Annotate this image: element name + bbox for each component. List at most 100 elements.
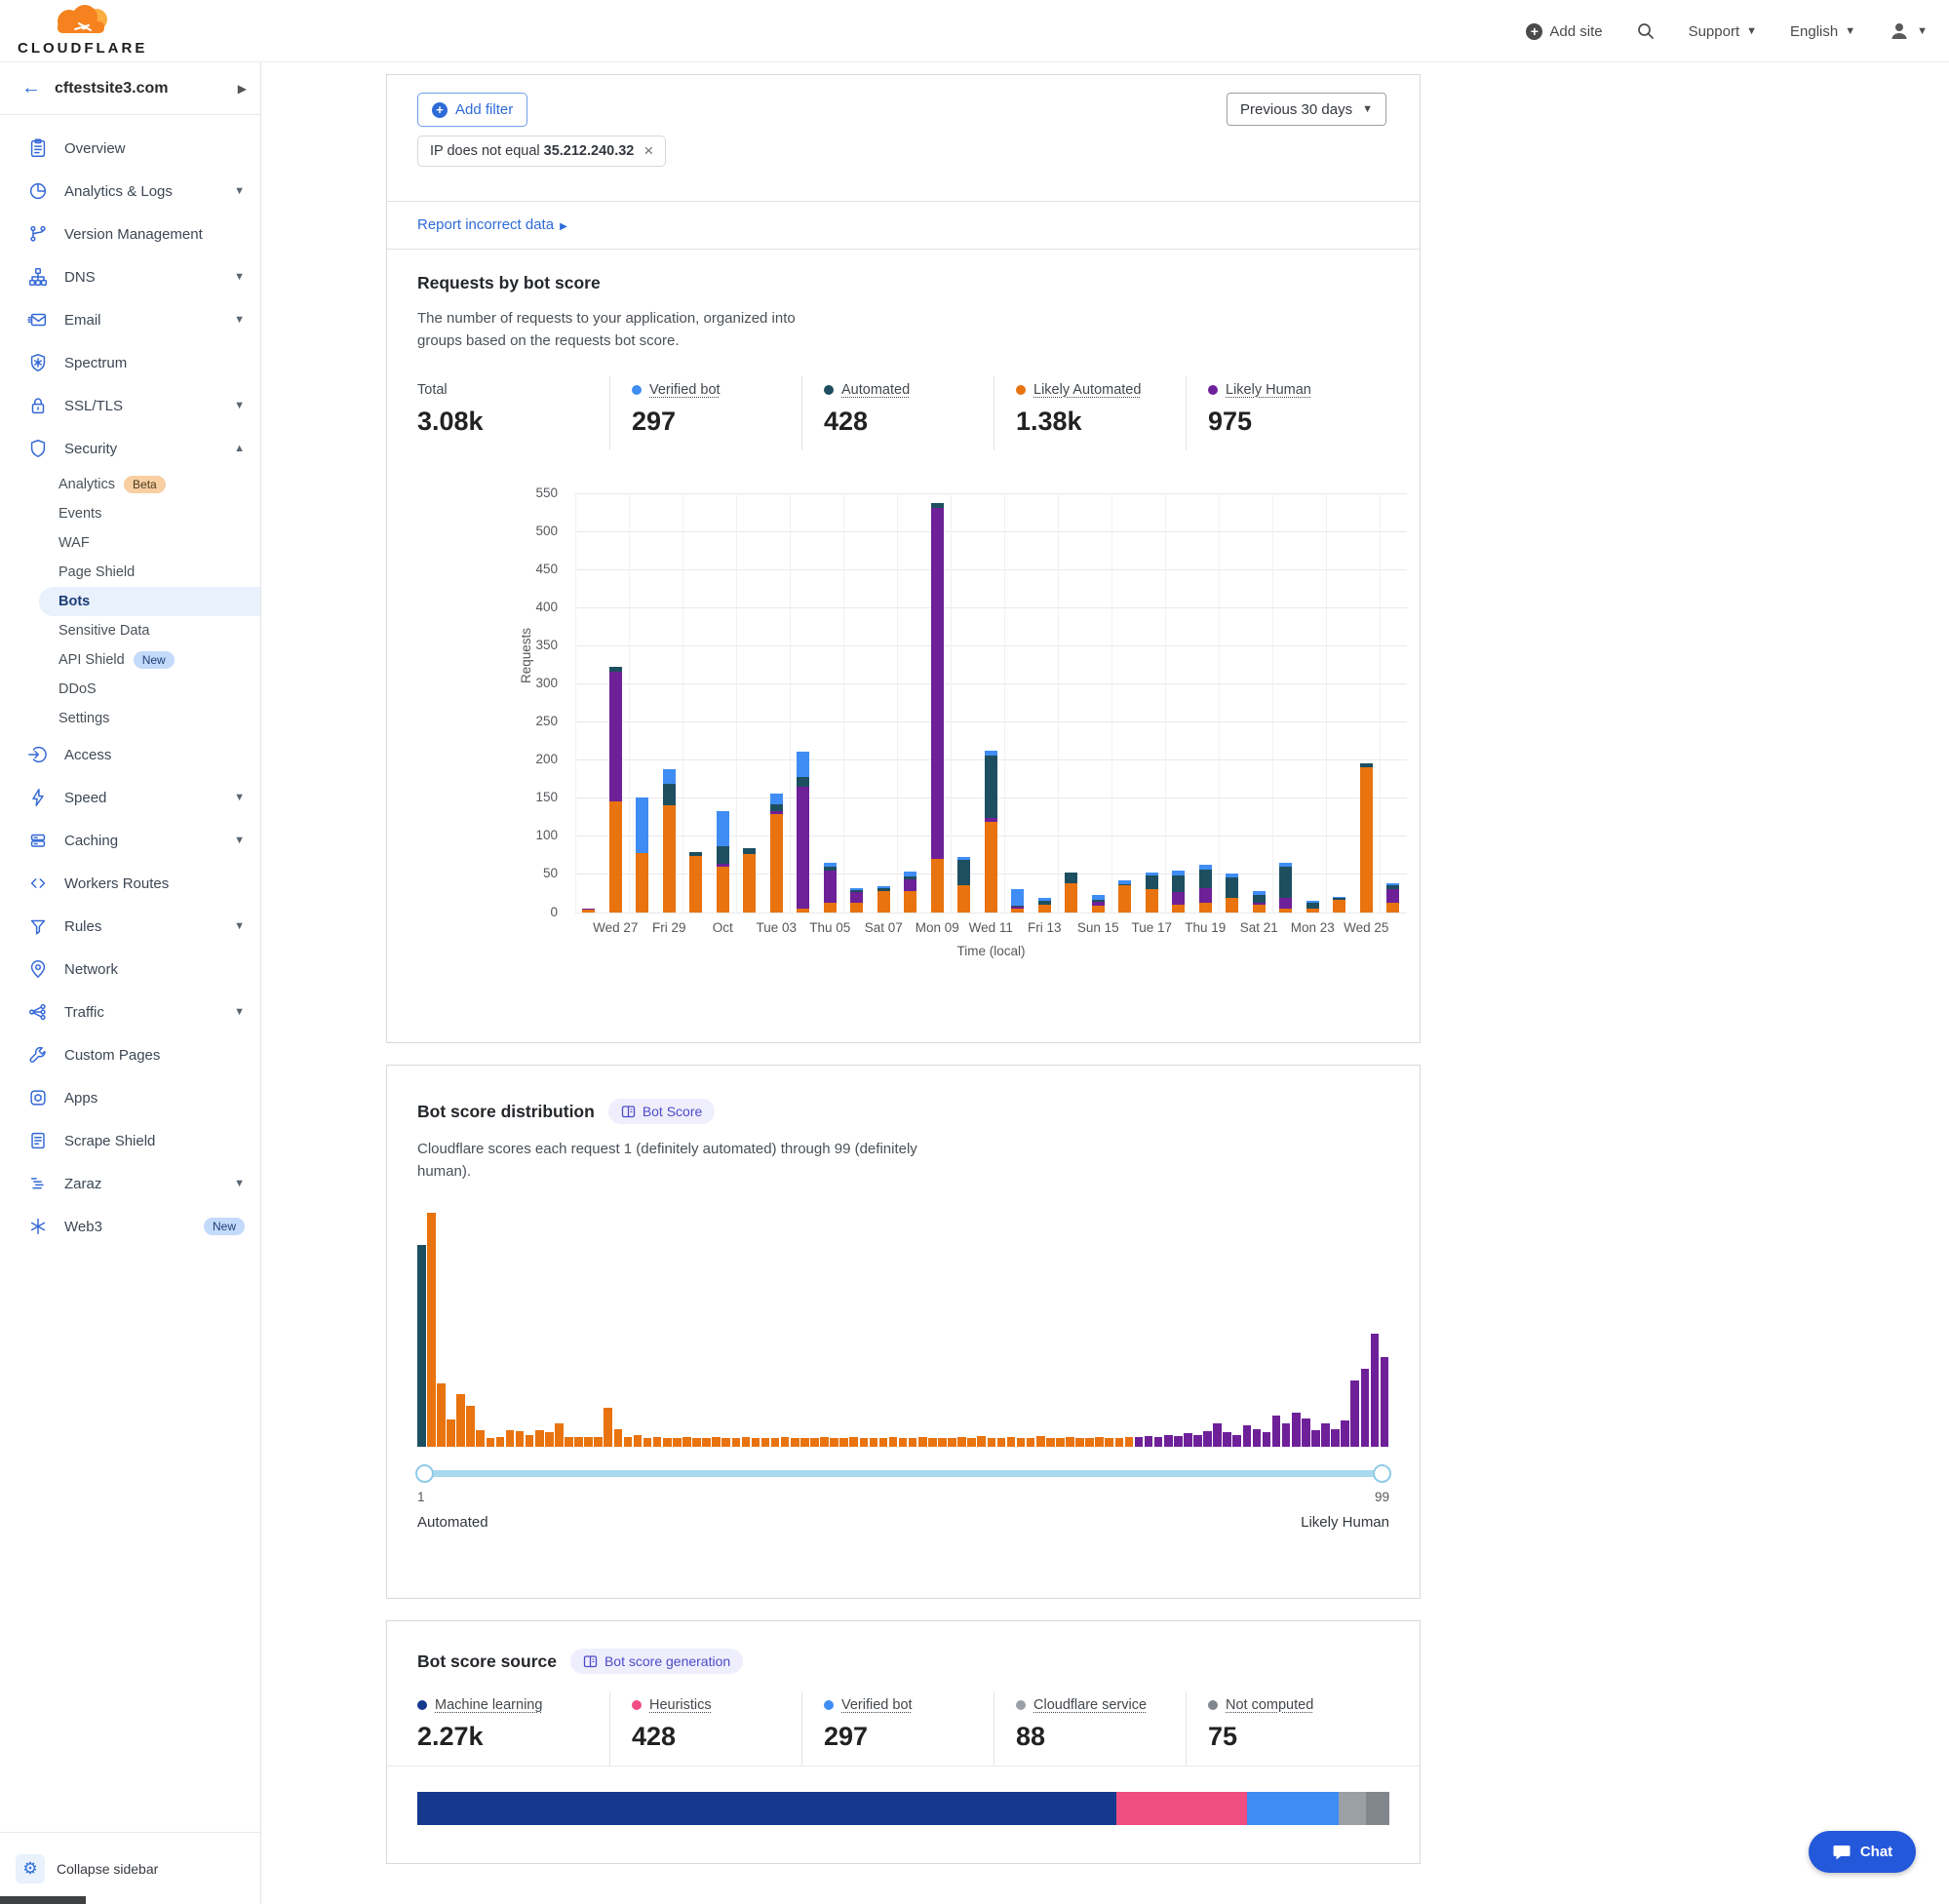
sidebar-item-security[interactable]: Security ▲ [0, 427, 260, 470]
bar-segment-automated [1306, 903, 1319, 910]
report-incorrect-data-link[interactable]: Report incorrect data ▶ [417, 216, 567, 233]
section-title: Bot score source [417, 1651, 557, 1671]
close-icon[interactable]: × [643, 141, 654, 160]
bar-segment-likely-automated [850, 903, 864, 913]
chat-button[interactable]: Chat [1809, 1831, 1916, 1873]
add-filter-button[interactable]: + Add filter [417, 93, 528, 127]
gridline-v [790, 492, 791, 913]
bar-segment-likely-automated [1226, 898, 1239, 913]
stacked-bar [1058, 872, 1085, 913]
score-range-slider[interactable] [415, 1463, 1391, 1483]
sidebar-subitem-page-shield[interactable]: Page Shield [0, 558, 260, 587]
chevron-down-icon: ▼ [1746, 25, 1758, 37]
sidebar-subitem-settings[interactable]: Settings [0, 704, 260, 733]
bar-segment-automated [716, 845, 729, 865]
sidebar-item-scrape-shield[interactable]: Scrape Shield [0, 1119, 260, 1162]
gridline-v [682, 492, 683, 913]
stacked-bar [1192, 865, 1220, 913]
hist-bar [476, 1429, 486, 1447]
source-segment-not-computed [1366, 1792, 1389, 1825]
sidebar-item-version-management[interactable]: Version Management [0, 213, 260, 255]
bar-segment-automated [1359, 763, 1373, 767]
x-tick-label: Mon 09 [915, 919, 959, 935]
badge-label: Bot score generation [604, 1653, 731, 1669]
sidebar-item-speed[interactable]: Speed ▼ [0, 776, 260, 819]
bar-segment-likely-automated [689, 855, 703, 913]
stat-label-text: Verified bot [649, 381, 721, 398]
stacked-bar [1032, 897, 1059, 913]
stacked-bar [951, 857, 978, 913]
cloudflare-logo[interactable]: CLOUDFLARE [18, 4, 144, 57]
sidebar-item-apps[interactable]: Apps [0, 1076, 260, 1119]
sidebar-subitem-sensitive-data[interactable]: Sensitive Data [0, 616, 260, 645]
sidebar-item-access[interactable]: Access [0, 733, 260, 776]
bar-segment-verified-bot [1386, 882, 1400, 886]
sidebar-item-analytics-logs[interactable]: Analytics & Logs ▼ [0, 170, 260, 213]
back-arrow-icon[interactable]: ← [21, 77, 41, 98]
bot-score-badge[interactable]: Bot Score [607, 1099, 716, 1124]
filter-chip[interactable]: IP does not equal 35.212.240.32 × [417, 136, 667, 167]
bar-segment-likely-automated [716, 866, 729, 913]
date-range-select[interactable]: Previous 30 days ▼ [1227, 93, 1386, 126]
search-button[interactable] [1636, 21, 1656, 41]
slider-max-label: 99 [1374, 1489, 1389, 1504]
language-menu[interactable]: English ▼ [1790, 23, 1855, 40]
hist-bar [525, 1434, 534, 1447]
sidebar-item-email[interactable]: Email ▼ [0, 298, 260, 341]
sidebar-item-workers-routes[interactable]: Workers Routes [0, 862, 260, 905]
sidebar-item-custom-pages[interactable]: Custom Pages [0, 1033, 260, 1076]
sidebar-subitem-ddos[interactable]: DDoS [0, 675, 260, 704]
y-tick-label: 200 [535, 752, 558, 767]
stat-label-text: Likely Human [1226, 381, 1311, 398]
bar-segment-likely-automated [636, 852, 649, 913]
slider-handle-max[interactable] [1373, 1463, 1391, 1483]
gridline-v [1380, 492, 1381, 913]
sidebar-item-overview[interactable]: Overview [0, 127, 260, 170]
sidebar-item-zaraz[interactable]: Zaraz ▼ [0, 1162, 260, 1205]
sidebar-item-dns[interactable]: DNS ▼ [0, 255, 260, 298]
gridline-v [1165, 492, 1166, 913]
stat-label: Likely Human [1208, 382, 1378, 398]
y-tick-label: 50 [542, 866, 558, 881]
sidebar-item-label: Workers Routes [64, 874, 170, 892]
slider-track[interactable] [417, 1469, 1389, 1477]
bot-score-generation-badge[interactable]: Bot score generation [569, 1649, 744, 1674]
gear-icon[interactable]: ⚙ [16, 1853, 45, 1884]
support-menu[interactable]: Support ▼ [1689, 23, 1757, 40]
account-menu[interactable]: ▼ [1889, 20, 1928, 42]
bar-segment-automated [930, 502, 944, 509]
sidebar-item-spectrum[interactable]: Spectrum [0, 341, 260, 384]
gridline-v [1326, 492, 1327, 913]
stacked-bar [763, 794, 791, 913]
sidebar-item-caching[interactable]: Caching ▼ [0, 819, 260, 862]
bar-segment-likely-human [1252, 903, 1266, 905]
stacked-bar [1004, 889, 1032, 913]
sidebar-item-label: DNS [64, 268, 96, 286]
stacked-bar [897, 872, 924, 913]
sidebar-subitem-events[interactable]: Events [0, 499, 260, 528]
sidebar-item-ssl-tls[interactable]: SSL/TLS ▼ [0, 384, 260, 427]
bar-segment-likely-automated [1252, 904, 1266, 913]
bar-segment-automated [1065, 872, 1078, 883]
sidebar-item-web3[interactable]: Web3 New [0, 1205, 260, 1248]
stat-likely-human: Likely Human 975 [1186, 375, 1378, 450]
stat-not-computed: Not computed 75 [1186, 1691, 1378, 1766]
brand-wordmark: CLOUDFLARE [18, 40, 148, 57]
sidebar-item-rules[interactable]: Rules ▼ [0, 905, 260, 948]
gridline-h [575, 606, 1407, 608]
collapse-sidebar-button[interactable]: Collapse sidebar [57, 1860, 159, 1877]
sidebar-subitem-bots[interactable]: Bots [39, 587, 260, 616]
site-selector[interactable]: ← cftestsite3.com ▶ [0, 62, 260, 115]
sidebar-subitem-analytics[interactable]: Analytics Beta [0, 470, 260, 499]
sidebar-item-traffic[interactable]: Traffic ▼ [0, 991, 260, 1033]
hist-bar [849, 1436, 859, 1447]
sidebar-subitem-api-shield[interactable]: API Shield New [0, 645, 260, 675]
sidebar-subitem-waf[interactable]: WAF [0, 528, 260, 558]
bar-segment-automated [689, 851, 703, 856]
x-tick-label: Tue 03 [756, 919, 798, 935]
chevron-right-icon[interactable]: ▶ [237, 81, 247, 96]
sidebar-item-network[interactable]: Network [0, 948, 260, 991]
slider-handle-min[interactable] [415, 1463, 434, 1483]
x-tick-label: Wed 11 [968, 919, 1013, 935]
add-site-button[interactable]: + Add site [1526, 22, 1603, 40]
